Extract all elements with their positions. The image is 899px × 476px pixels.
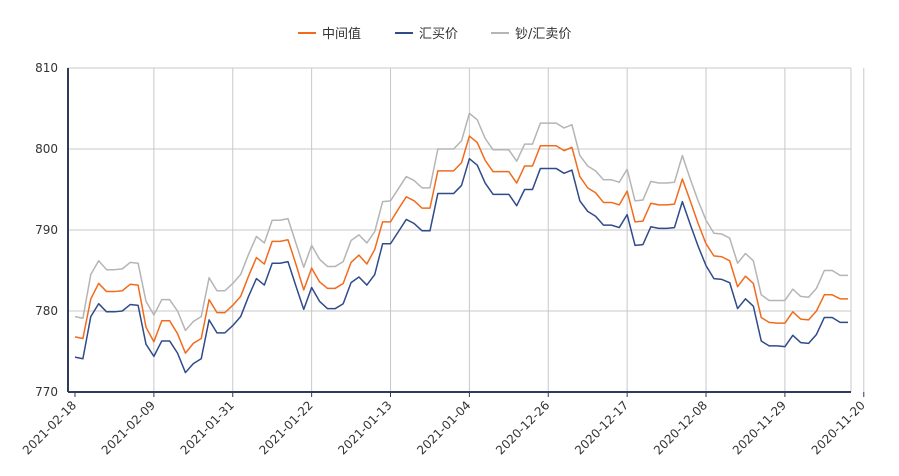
series-line-0 <box>74 135 848 354</box>
x-axis-ticks: 2021-02-18 2021-02-09 2021-01-31 2021-01-22… <box>20 398 868 457</box>
legend[interactable]: 中间值 汇买价 钞/汇卖价 <box>298 26 571 42</box>
y-tick-label: 780 <box>35 304 58 318</box>
x-tick-label: 2020-11-29 <box>730 398 789 457</box>
y-axis-ticks: 770 780 790 800 810 <box>35 61 58 399</box>
x-tick-label: 2020-12-17 <box>572 398 631 457</box>
series-line-2 <box>74 112 848 332</box>
y-tick-label: 790 <box>35 223 58 237</box>
x-tick-label: 2021-01-13 <box>335 398 394 457</box>
series-line-1 <box>74 157 848 374</box>
axes <box>67 68 865 397</box>
legend-item-0[interactable]: 中间值 <box>298 26 361 42</box>
y-tick-label: 810 <box>35 61 58 75</box>
legend-item-1[interactable]: 汇买价 <box>395 27 458 42</box>
legend-item-2[interactable]: 钞/汇卖价 <box>491 27 571 42</box>
legend-label: 中间值 <box>322 26 361 42</box>
x-tick-label: 2021-01-22 <box>257 398 316 457</box>
x-tick-label: 2020-11-20 <box>809 398 868 457</box>
x-tick-label: 2021-01-04 <box>414 398 473 457</box>
x-tick-label: 2020-12-26 <box>493 398 552 457</box>
x-tick-label: 2021-02-09 <box>99 398 158 457</box>
legend-label: 汇买价 <box>419 27 458 42</box>
x-tick-label: 2021-02-18 <box>20 398 79 457</box>
y-tick-label: 770 <box>35 385 58 399</box>
y-tick-label: 800 <box>35 142 58 156</box>
grid <box>68 67 865 392</box>
legend-label: 钞/汇卖价 <box>515 27 571 42</box>
series-lines <box>74 112 848 374</box>
x-tick-label: 2021-01-31 <box>178 398 237 457</box>
x-tick-label: 2020-12-08 <box>651 398 710 457</box>
